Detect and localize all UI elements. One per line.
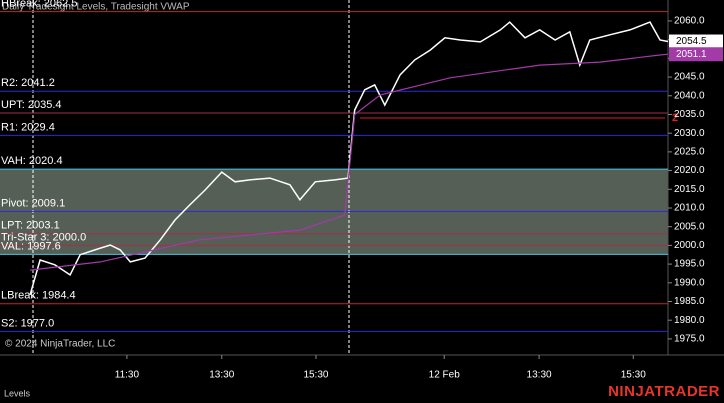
x-tick-label: 13:30: [209, 370, 234, 381]
x-tick-label: 15:30: [621, 370, 646, 381]
price-line: [30, 53, 669, 271]
copyright: © 2024 NinjaTrader, LLC: [5, 339, 115, 350]
price-tag-label: 2054.5: [676, 36, 707, 47]
y-tick-label: 2035.0: [674, 109, 705, 120]
level-label: LPT: 2003.1: [1, 220, 60, 232]
y-tick-label: 2060.0: [674, 16, 705, 27]
price-tag: [669, 34, 723, 49]
level-label: R2: 2041.2: [1, 77, 55, 89]
price-tag: [669, 47, 723, 62]
y-tick-label: 2040.0: [674, 90, 705, 101]
y-tick-label: 2030.0: [674, 128, 705, 139]
x-tick-label: 11:30: [115, 370, 140, 381]
y-tick-label: 2000.0: [674, 240, 705, 251]
y-tick-label: 2020.0: [674, 165, 705, 176]
y-tick-label: 2010.0: [674, 203, 705, 214]
chart-title: Daily Tradesight Levels, Tradesight VWAP: [2, 2, 190, 13]
footer-label: Levels: [4, 388, 31, 398]
y-tick-label: 1975.0: [674, 334, 705, 345]
x-tick-label: 12 Feb: [429, 370, 461, 381]
price-tag-label: 2051.1: [676, 49, 707, 60]
level-label: LBreak: 1984.4: [1, 290, 76, 302]
logo: NINJATRADER: [608, 383, 720, 400]
y-tick-label: 2025.0: [674, 147, 705, 158]
y-tick-label: 1985.0: [674, 296, 705, 307]
level-label: S2: 1977.0: [1, 317, 54, 329]
y-tick-label: 2015.0: [674, 184, 705, 195]
y-tick-label: 2005.0: [674, 221, 705, 232]
y-tick-label: 1990.0: [674, 277, 705, 288]
x-tick-label: 15:30: [303, 370, 328, 381]
level-label: VAH: 2020.4: [1, 155, 63, 167]
level-label: HBreak: 2062.5: [1, 0, 77, 10]
y-tick-label: 1995.0: [674, 259, 705, 270]
x-tick-label: 13:30: [527, 370, 552, 381]
annotation: 2: [672, 112, 678, 124]
level-label: UPT: 2035.4: [1, 99, 62, 111]
level-label: VAL: 1997.6: [1, 240, 61, 252]
y-tick-label: 1980.0: [674, 315, 705, 326]
level-label: Pivot: 2009.1: [1, 197, 65, 209]
level-label: Tri-Star 3: 2000.0: [1, 231, 86, 243]
y-tick-label: 2045.0: [674, 72, 705, 83]
level-label: R1: 2029.4: [1, 121, 55, 133]
